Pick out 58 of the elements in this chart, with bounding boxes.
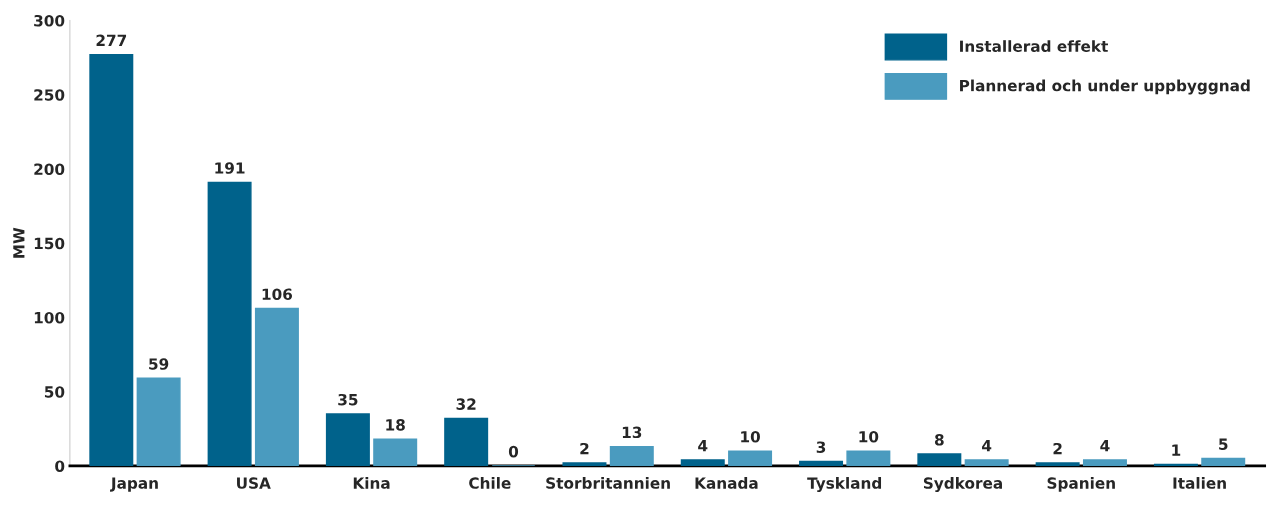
- data-label: 13: [622, 426, 642, 439]
- data-label: 4: [698, 440, 708, 452]
- x-tick-label: USA: [237, 477, 271, 489]
- y-tick-label: 50: [44, 386, 65, 398]
- bar: [917, 453, 962, 466]
- legend-label: Plannerad och under uppbyggnad: [960, 79, 1250, 95]
- data-label: 4: [982, 440, 992, 452]
- y-tick-label: 0: [55, 460, 65, 472]
- x-tick-label: Kanada: [695, 477, 758, 489]
- bar: [254, 307, 299, 466]
- bar: [1035, 462, 1080, 466]
- x-tick-label: Tyskland: [807, 477, 882, 492]
- data-label: 10: [741, 431, 760, 443]
- data-label: 0: [508, 445, 519, 458]
- bar: [136, 377, 181, 466]
- bar: [609, 445, 654, 466]
- x-tick-label: Sydkorea: [923, 477, 1002, 492]
- x-tick-label: Chile: [469, 477, 511, 489]
- data-label: 10: [859, 431, 879, 443]
- data-label: 191: [215, 162, 245, 174]
- y-tick-label: 150: [34, 237, 65, 250]
- data-label: 32: [456, 398, 476, 410]
- bar: [964, 459, 1009, 466]
- x-tick-label: Japan: [110, 477, 158, 492]
- bar: [562, 462, 607, 466]
- x-tick-label: Storbritannien: [546, 477, 670, 489]
- bar: [207, 181, 252, 466]
- bar: [325, 413, 370, 466]
- y-tick-label: 200: [34, 163, 65, 175]
- data-label: 8: [934, 433, 944, 446]
- bar: [89, 53, 134, 466]
- bar: [373, 438, 418, 466]
- y-axis-title: MW: [13, 227, 25, 258]
- y-tick-label: 250: [34, 89, 65, 101]
- data-label: 3: [816, 441, 826, 453]
- x-tick-label: Italien: [1173, 477, 1226, 489]
- data-label: 2: [1053, 442, 1062, 455]
- x-tick-label: Spanien: [1047, 477, 1115, 492]
- x-tick-label: Kina: [353, 477, 390, 489]
- y-tick-label: 100: [34, 311, 65, 324]
- y-tick-label: 300: [34, 14, 65, 27]
- legend-label: Installerad effekt: [960, 40, 1108, 53]
- bar: [728, 450, 773, 466]
- data-label: 18: [386, 419, 405, 431]
- data-label: 1: [1172, 444, 1181, 456]
- data-label: 59: [149, 358, 169, 370]
- bar: [799, 460, 844, 466]
- data-label: 5: [1219, 438, 1228, 450]
- data-label: 2: [580, 442, 589, 455]
- data-label: 4: [1100, 440, 1110, 452]
- bar: [680, 459, 725, 466]
- bar: [444, 417, 489, 466]
- bar: [846, 450, 891, 466]
- data-label: 277: [96, 34, 127, 46]
- bar: [1082, 459, 1127, 466]
- data-label: 106: [262, 288, 293, 301]
- bar: [1201, 457, 1246, 466]
- data-label: 35: [338, 393, 358, 406]
